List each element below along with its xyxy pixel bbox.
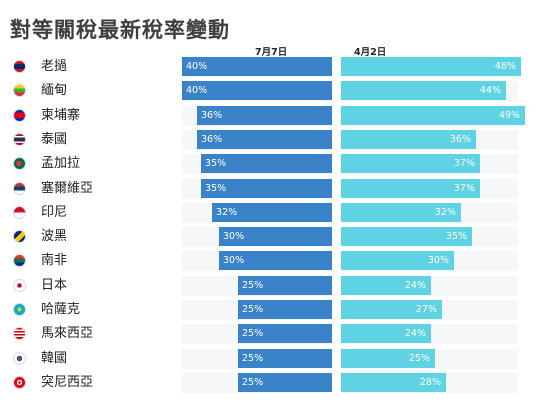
bar-jul7: 32% xyxy=(212,202,332,222)
column-header-apr2: 4月2日 xyxy=(354,47,387,58)
serbia-flag-icon xyxy=(13,181,26,195)
korea-flag-icon xyxy=(13,351,26,365)
bar-jul7: 35% xyxy=(201,178,332,198)
country-label: 孟加拉 xyxy=(41,156,81,172)
myanmar-flag-icon xyxy=(13,84,26,98)
bar-apr2: 25% xyxy=(341,348,435,368)
bar-apr2: 24% xyxy=(341,275,431,295)
country-label: 突尼西亞 xyxy=(41,374,94,390)
bosnia-flag-icon xyxy=(13,230,26,244)
bar-jul7: 25% xyxy=(238,324,332,344)
country-label: 老撾 xyxy=(41,59,68,74)
bar-apr2: 36% xyxy=(341,129,476,149)
country-label: 波黑 xyxy=(41,229,68,245)
country-label: 韓國 xyxy=(41,350,68,366)
bar-jul7: 36% xyxy=(197,129,332,149)
japan-flag-icon xyxy=(13,278,26,292)
country-label: 馬來西亞 xyxy=(41,326,94,342)
bar-apr2: 37% xyxy=(341,178,480,198)
bar-jul7: 40% xyxy=(182,57,332,76)
laos-flag-icon xyxy=(13,60,26,73)
bar-jul7: 35% xyxy=(201,154,332,174)
country-label: 泰國 xyxy=(41,131,68,147)
bar-apr2: 48% xyxy=(341,57,521,76)
bar-jul7: 30% xyxy=(219,251,332,271)
kazakhstan-flag-icon xyxy=(13,303,26,316)
bar-jul7: 25% xyxy=(238,300,332,319)
bar-apr2: 28% xyxy=(341,372,446,392)
bar-jul7: 40% xyxy=(182,81,332,101)
bar-apr2: 44% xyxy=(341,81,506,101)
bangladesh-flag-icon xyxy=(13,157,26,171)
bar-jul7: 36% xyxy=(197,105,332,125)
column-header-jul7: 7月7日 xyxy=(255,47,288,58)
bar-apr2: 49% xyxy=(341,105,525,125)
thailand-flag-icon xyxy=(13,132,26,146)
country-label: 印尼 xyxy=(41,204,68,220)
country-label: 日本 xyxy=(41,277,68,293)
country-label: 塞爾維亞 xyxy=(41,180,94,196)
bar-apr2: 37% xyxy=(341,154,480,174)
malaysia-flag-icon xyxy=(13,327,26,341)
indonesia-flag-icon xyxy=(13,205,26,219)
cambodia-flag-icon xyxy=(13,108,26,122)
bar-apr2: 32% xyxy=(341,202,461,222)
tunisia-flag-icon xyxy=(13,375,26,389)
bar-jul7: 25% xyxy=(238,372,332,392)
chart-title: 對等關稅最新稅率變動 xyxy=(10,18,230,42)
bar-apr2: 24% xyxy=(341,324,431,344)
bar-jul7: 25% xyxy=(238,275,332,295)
bar-apr2: 35% xyxy=(341,227,472,247)
bar-jul7: 25% xyxy=(238,348,332,368)
country-label: 哈薩克 xyxy=(41,302,81,317)
country-label: 南非 xyxy=(41,253,68,269)
country-label: 柬埔寨 xyxy=(41,107,81,123)
country-label: 緬甸 xyxy=(41,83,68,99)
bar-apr2: 30% xyxy=(341,251,454,271)
bar-apr2: 27% xyxy=(341,300,442,319)
south-africa-flag-icon xyxy=(13,254,26,268)
bar-jul7: 30% xyxy=(219,227,332,247)
